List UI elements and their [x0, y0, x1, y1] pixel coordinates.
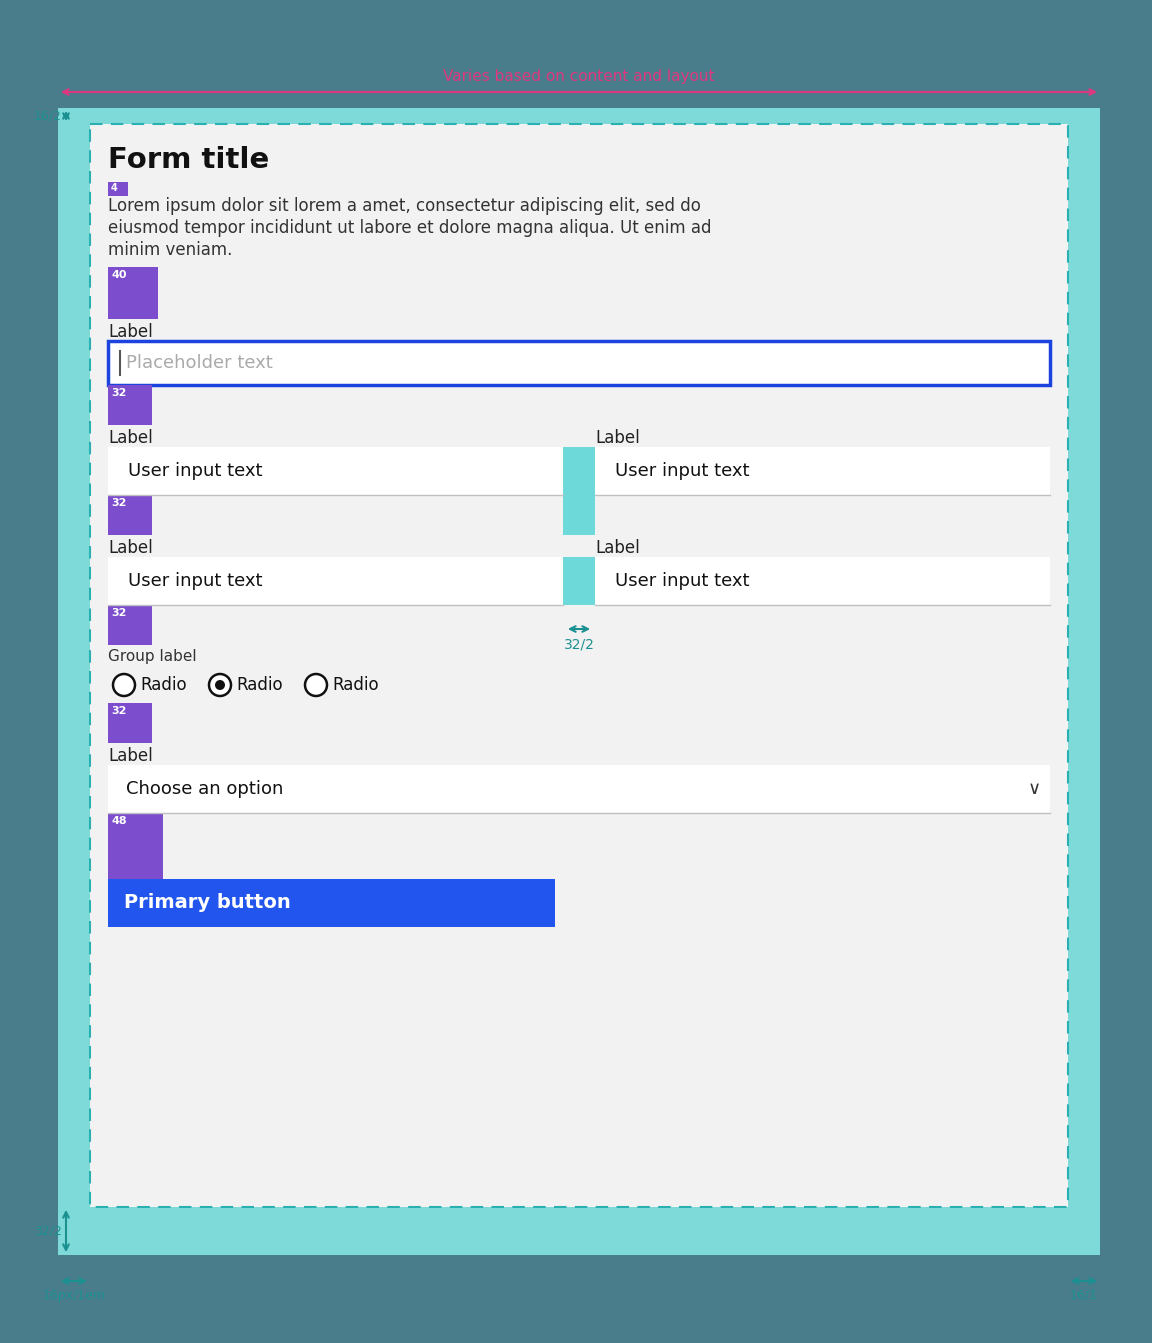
Text: 32: 32: [111, 608, 127, 618]
Text: Placeholder text: Placeholder text: [126, 355, 273, 372]
Circle shape: [209, 674, 232, 696]
Bar: [563, 496, 594, 535]
Bar: [108, 702, 152, 743]
Text: 32: 32: [111, 706, 127, 716]
Text: 4: 4: [111, 183, 118, 193]
Bar: [108, 341, 1049, 385]
Bar: [108, 813, 162, 880]
Text: Label: Label: [108, 747, 153, 766]
Bar: [90, 124, 1068, 1207]
Text: Lorem ipsum dolor sit lorem a amet, consectetur adipiscing elit, sed do: Lorem ipsum dolor sit lorem a amet, cons…: [108, 197, 700, 215]
Bar: [108, 880, 555, 927]
Circle shape: [113, 674, 135, 696]
Text: minim veniam.: minim veniam.: [108, 240, 233, 259]
Bar: [563, 557, 594, 604]
Bar: [108, 424, 1049, 645]
Text: Choose an option: Choose an option: [126, 780, 283, 798]
Text: 32: 32: [111, 388, 127, 398]
Bar: [90, 124, 1068, 1207]
Bar: [108, 766, 1049, 813]
Text: Label: Label: [594, 428, 639, 447]
Text: User input text: User input text: [615, 572, 750, 590]
Text: Form title: Form title: [108, 146, 270, 175]
Text: Radio: Radio: [332, 676, 379, 694]
Text: ∨: ∨: [1028, 780, 1041, 798]
Text: 16px/1em: 16px/1em: [43, 1289, 106, 1301]
Text: User input text: User input text: [128, 462, 263, 479]
Bar: [563, 447, 594, 496]
Text: 32/2: 32/2: [563, 637, 594, 651]
Circle shape: [305, 674, 327, 696]
Bar: [108, 267, 158, 320]
Bar: [594, 447, 1049, 496]
Text: User input text: User input text: [128, 572, 263, 590]
Text: eiusmod tempor incididunt ut labore et dolore magna aliqua. Ut enim ad: eiusmod tempor incididunt ut labore et d…: [108, 219, 712, 236]
Text: Label: Label: [594, 539, 639, 557]
Text: 32/2: 32/2: [35, 1225, 62, 1237]
Bar: [108, 385, 152, 424]
Text: 16/2: 16/2: [35, 110, 62, 122]
Text: 48: 48: [111, 817, 127, 826]
Bar: [108, 447, 563, 496]
Circle shape: [215, 680, 225, 690]
Bar: [108, 557, 563, 604]
Text: 16/1: 16/1: [1070, 1289, 1098, 1301]
Bar: [108, 496, 152, 535]
Text: Primary button: Primary button: [124, 893, 290, 912]
Bar: [108, 183, 128, 196]
Text: Radio: Radio: [141, 676, 187, 694]
Text: User input text: User input text: [615, 462, 750, 479]
Text: Label: Label: [108, 428, 153, 447]
Text: 32: 32: [111, 498, 127, 508]
Text: Radio: Radio: [236, 676, 282, 694]
Text: Label: Label: [108, 324, 153, 341]
Bar: [108, 604, 152, 645]
Text: 40: 40: [111, 270, 127, 279]
Text: Label: Label: [108, 539, 153, 557]
Text: Group label: Group label: [108, 649, 197, 663]
Bar: [58, 107, 1100, 1254]
Text: Varies based on content and layout: Varies based on content and layout: [444, 68, 714, 85]
Bar: [594, 557, 1049, 604]
